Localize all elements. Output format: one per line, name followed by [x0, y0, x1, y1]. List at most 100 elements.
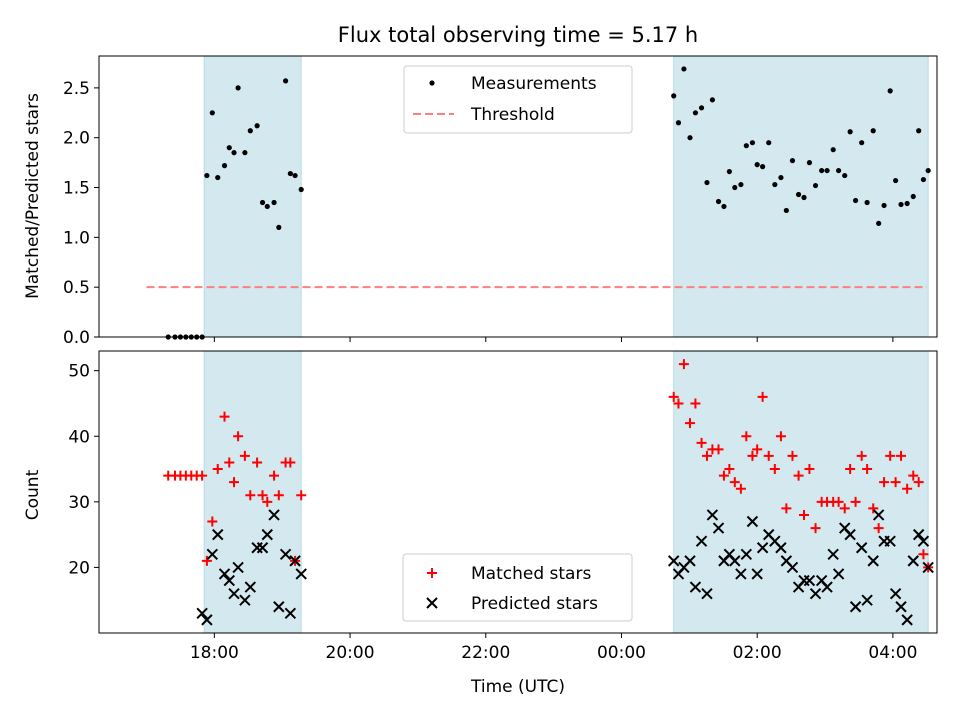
matched-star-point — [724, 464, 735, 475]
y-tick-label: 1.5 — [63, 179, 90, 199]
matched-star-point — [896, 450, 907, 461]
measurement-point — [204, 172, 210, 179]
matched-star-point — [757, 391, 768, 402]
predicted-star-point — [832, 568, 845, 580]
measurement-point — [709, 97, 716, 103]
observing-interval-shade — [203, 55, 302, 338]
measurement-point — [789, 158, 796, 164]
measurement-point — [847, 129, 853, 135]
measurement-point — [721, 203, 727, 210]
measurement-point — [772, 181, 778, 188]
predicted-star-point — [684, 555, 696, 567]
matched-star-point — [273, 490, 284, 501]
predicted-star-point — [218, 568, 231, 580]
predicted-star-point — [855, 542, 868, 554]
matched-star-point — [207, 516, 218, 527]
predicted-star-point — [889, 587, 902, 600]
x-tick-label: 04:00 — [868, 643, 917, 663]
y-tick-label: 0.5 — [63, 278, 90, 298]
measurement-point — [783, 207, 789, 214]
predicted-star-point — [740, 548, 753, 561]
measurement-point — [675, 120, 682, 126]
predicted-star-point — [196, 607, 208, 620]
predicted-star-point — [803, 574, 816, 587]
measurement-point — [726, 168, 732, 175]
measurement-point — [881, 202, 887, 209]
measurement-point — [824, 167, 830, 174]
matched-star-point — [769, 464, 780, 475]
matched-star-point — [296, 490, 307, 501]
measurement-point — [226, 145, 232, 151]
matched-star-point — [787, 450, 798, 461]
matched-star-point — [262, 496, 273, 507]
predicted-star-point — [273, 601, 285, 613]
legend-ratio-box — [403, 65, 633, 134]
measurement-point — [287, 170, 293, 177]
matched-star-point — [793, 470, 804, 481]
y-tick-label: 50 — [68, 362, 90, 382]
legend-threshold-label: Threshold — [470, 105, 555, 125]
measurement-point — [732, 184, 738, 191]
matched-star-point — [252, 457, 263, 468]
matched-star-point — [690, 398, 701, 409]
measurement-point — [830, 147, 836, 153]
panel-ratio-ylabel: Matched/Predicted stars — [23, 93, 43, 299]
legend-ratio: Measurements Threshold — [403, 65, 633, 134]
measurement-point — [692, 110, 699, 116]
predicted-star-point — [907, 555, 919, 567]
matched-star-point — [879, 477, 890, 488]
matched-star-point — [763, 450, 774, 461]
predicted-star-point — [746, 515, 759, 528]
matched-star-point — [908, 470, 919, 481]
matched-star-point — [856, 450, 867, 461]
panel-ratio-frame — [98, 55, 938, 338]
y-tick-label: 2.0 — [63, 129, 90, 149]
matched-star-point — [219, 411, 230, 422]
predicted-star-point — [706, 509, 719, 521]
matched-star-point — [868, 503, 879, 514]
measurement-point — [766, 140, 772, 146]
measurement-point — [271, 199, 277, 206]
predicted-star-point — [268, 509, 280, 521]
matched-star-point — [229, 477, 240, 488]
matched-star-point — [775, 431, 786, 442]
measurement-point — [264, 203, 270, 210]
y-tick-label: 30 — [68, 493, 90, 513]
measurement-point — [259, 199, 266, 206]
observing-shade-layer — [203, 55, 929, 338]
matched-star-point — [713, 444, 724, 455]
measurement-point — [292, 172, 298, 179]
measurement-point — [887, 88, 893, 94]
y-tick-label: 1.0 — [63, 228, 90, 248]
x-axis-label: Time (UTC) — [470, 677, 565, 697]
predicted-star-point — [867, 555, 879, 567]
matched-star-point — [781, 503, 792, 514]
panel-count-frame — [98, 350, 938, 634]
matched-star-point — [285, 457, 296, 468]
measurement-point — [738, 181, 744, 188]
measurement-point — [801, 194, 807, 201]
measurement-point — [743, 143, 749, 149]
predicted-star-point — [756, 542, 769, 554]
measurement-point — [904, 200, 910, 207]
measurement-point — [836, 167, 842, 174]
x-tick-label: 20:00 — [326, 643, 375, 663]
matched-star-point — [735, 483, 746, 494]
predicted-star-point — [201, 614, 213, 626]
panel-count-ylabel: Count — [23, 469, 43, 520]
legend-measurements-marker — [429, 80, 435, 86]
measurement-point — [795, 191, 802, 198]
legend-measurements-label: Measurements — [471, 74, 597, 94]
measurement-point — [254, 123, 260, 129]
measurement-point — [870, 128, 876, 134]
predicted-star-point — [279, 548, 292, 561]
x-tick-label: 22:00 — [461, 643, 510, 663]
matched-star-point — [685, 418, 696, 429]
matched-star-point — [696, 437, 707, 448]
matched-star-point — [224, 457, 235, 468]
chart-title: Flux total observing time = 5.17 h — [338, 23, 698, 47]
legend-matched-label: Matched stars — [471, 564, 591, 584]
predicted-star-point — [232, 561, 244, 574]
measurement-point — [859, 140, 865, 146]
predicted-star-point — [295, 568, 307, 580]
